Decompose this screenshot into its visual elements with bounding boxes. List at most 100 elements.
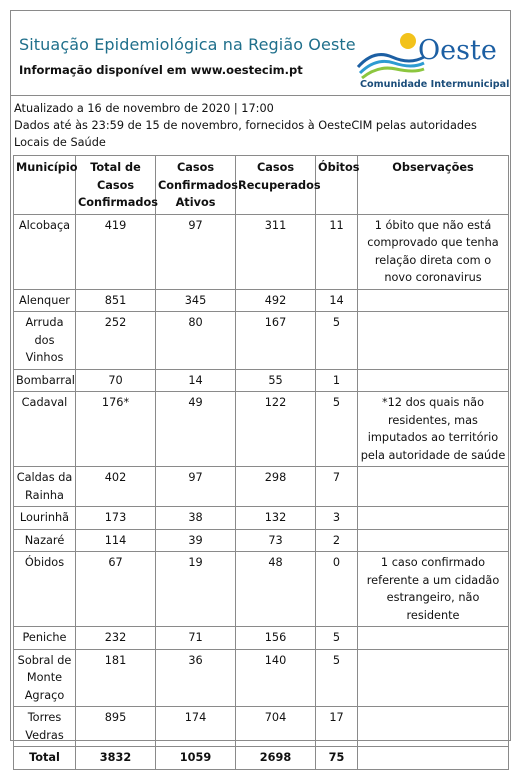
cell-ativos: 174 <box>155 706 236 747</box>
table-row: Nazaré 114 39 73 2 <box>13 528 509 552</box>
cell-obitos: 11 <box>315 213 358 290</box>
cell-recuperados: 122 <box>235 391 316 467</box>
cell-municipio: Nazaré <box>13 528 76 552</box>
table-row: Cadaval 176* 49 122 5 *12 dos quais não resid… <box>13 391 509 467</box>
cell-ativos: 80 <box>155 311 236 370</box>
cell-total: 252 <box>75 311 156 370</box>
cell-municipio: Torres Vedras <box>13 706 76 747</box>
cell-total: 70 <box>75 368 156 392</box>
cell-recuperados: 311 <box>235 213 316 290</box>
total-cell-ativos: 1059 <box>155 746 236 770</box>
cell-obitos: 5 <box>315 311 358 370</box>
total-cell-recuperados: 2698 <box>235 746 316 770</box>
oestecim-logo: Oeste Comunidade Intermunicipal <box>356 25 509 90</box>
total-cell-label: Total <box>13 746 76 770</box>
cell-obs: *12 dos quais não residentes, mas imputa… <box>357 391 509 467</box>
cell-ativos: 38 <box>155 506 236 530</box>
table-row: Sobral de Monte Agraço 181 36 140 5 <box>13 648 509 707</box>
cell-recuperados: 73 <box>235 528 316 552</box>
col-header-municipio: Município <box>13 155 78 215</box>
cell-obs <box>357 506 509 530</box>
waves-sun-icon <box>356 33 425 79</box>
table-row: Lourinhã 173 38 132 3 <box>13 506 509 530</box>
table-row: Caldas da Rainha 402 97 298 7 <box>13 466 509 507</box>
cell-ativos: 71 <box>155 626 236 650</box>
cell-municipio: Peniche <box>13 626 76 650</box>
cell-obs <box>357 648 509 707</box>
table-total-row: Total 3832 1059 2698 75 <box>13 746 509 770</box>
cell-obitos: 5 <box>315 626 358 650</box>
cell-obs <box>357 288 509 312</box>
cell-total: 67 <box>75 551 156 627</box>
cell-ativos: 39 <box>155 528 236 552</box>
cell-obitos: 14 <box>315 288 358 312</box>
table-row: Óbidos 67 19 48 0 1 caso confirmado referente… <box>13 551 509 627</box>
cell-total: 173 <box>75 506 156 530</box>
cell-total: 851 <box>75 288 156 312</box>
cell-recuperados: 492 <box>235 288 316 312</box>
cell-obs: 1 óbito que não está comprovado que tenh… <box>357 213 509 290</box>
cell-total: 181 <box>75 648 156 707</box>
cell-obitos: 7 <box>315 466 358 507</box>
col-header-ativos: Casos Confirmados Ativos <box>155 155 238 215</box>
cell-municipio: Alcobaça <box>13 213 76 290</box>
cell-obitos: 0 <box>315 551 358 627</box>
cell-obs <box>357 466 509 507</box>
cell-ativos: 49 <box>155 391 236 467</box>
cell-recuperados: 55 <box>235 368 316 392</box>
cell-municipio: Alenquer <box>13 288 76 312</box>
cell-total: 402 <box>75 466 156 507</box>
cell-recuperados: 156 <box>235 626 316 650</box>
cell-municipio: Bombarral <box>13 368 76 392</box>
page-subtitle: Informação disponível em www.oestecim.pt <box>19 63 303 77</box>
cell-recuperados: 48 <box>235 551 316 627</box>
cell-total: 895 <box>75 706 156 747</box>
cell-obitos: 1 <box>315 368 358 392</box>
cell-ativos: 345 <box>155 288 236 312</box>
cell-obs <box>357 528 509 552</box>
cell-ativos: 19 <box>155 551 236 627</box>
epidemiology-table: Município Total de Casos Confirmados Cas… <box>13 155 509 770</box>
cell-total: 232 <box>75 626 156 650</box>
cell-obs <box>357 311 509 370</box>
cell-recuperados: 167 <box>235 311 316 370</box>
report-card: Situação Epidemiológica na Região Oeste … <box>10 10 511 770</box>
table-row: Arruda dos Vinhos 252 80 167 5 <box>13 311 509 370</box>
col-header-recuperados: Casos Recuperados <box>235 155 321 215</box>
cell-obitos: 5 <box>315 648 358 707</box>
table-row: Torres Vedras 895 174 704 17 <box>13 706 509 747</box>
total-cell-obitos: 75 <box>315 746 358 770</box>
table-header-row: Município Total de Casos Confirmados Cas… <box>13 155 509 215</box>
total-cell-obs <box>357 746 509 770</box>
cell-obitos: 17 <box>315 706 358 747</box>
table-row: Peniche 232 71 156 5 <box>13 626 509 650</box>
data-source-note: Dados até às 23:59 de 15 de novembro, fo… <box>14 119 477 149</box>
cell-municipio: Caldas da Rainha <box>13 466 76 507</box>
cell-total: 114 <box>75 528 156 552</box>
cell-municipio: Sobral de Monte Agraço <box>13 648 76 707</box>
cell-total: 176* <box>75 391 156 467</box>
logo-tagline: Comunidade Intermunicipal <box>360 79 510 90</box>
update-info: Atualizado a 16 de novembro de 2020 | 17… <box>11 95 510 155</box>
cell-obs <box>357 706 509 747</box>
cell-obs <box>357 626 509 650</box>
update-timestamp: Atualizado a 16 de novembro de 2020 | 17… <box>14 102 274 115</box>
cell-municipio: Arruda dos Vinhos <box>13 311 76 370</box>
col-header-observacoes: Observações <box>357 155 509 215</box>
cell-recuperados: 140 <box>235 648 316 707</box>
cell-municipio: Óbidos <box>13 551 76 627</box>
col-header-obitos: Óbitos <box>315 155 359 215</box>
cell-obs <box>357 368 509 392</box>
table-row: Alcobaça 419 97 311 11 1 óbito que não está c… <box>13 213 509 290</box>
cell-recuperados: 298 <box>235 466 316 507</box>
cell-obitos: 5 <box>315 391 358 467</box>
cell-ativos: 97 <box>155 213 236 290</box>
cell-municipio: Cadaval <box>13 391 76 467</box>
cell-municipio: Lourinhã <box>13 506 76 530</box>
cell-obitos: 3 <box>315 506 358 530</box>
total-cell-total: 3832 <box>75 746 156 770</box>
cell-recuperados: 704 <box>235 706 316 747</box>
page-title: Situação Epidemiológica na Região Oeste <box>19 35 356 54</box>
report-header: Situação Epidemiológica na Região Oeste … <box>11 11 510 95</box>
cell-total: 419 <box>75 213 156 290</box>
